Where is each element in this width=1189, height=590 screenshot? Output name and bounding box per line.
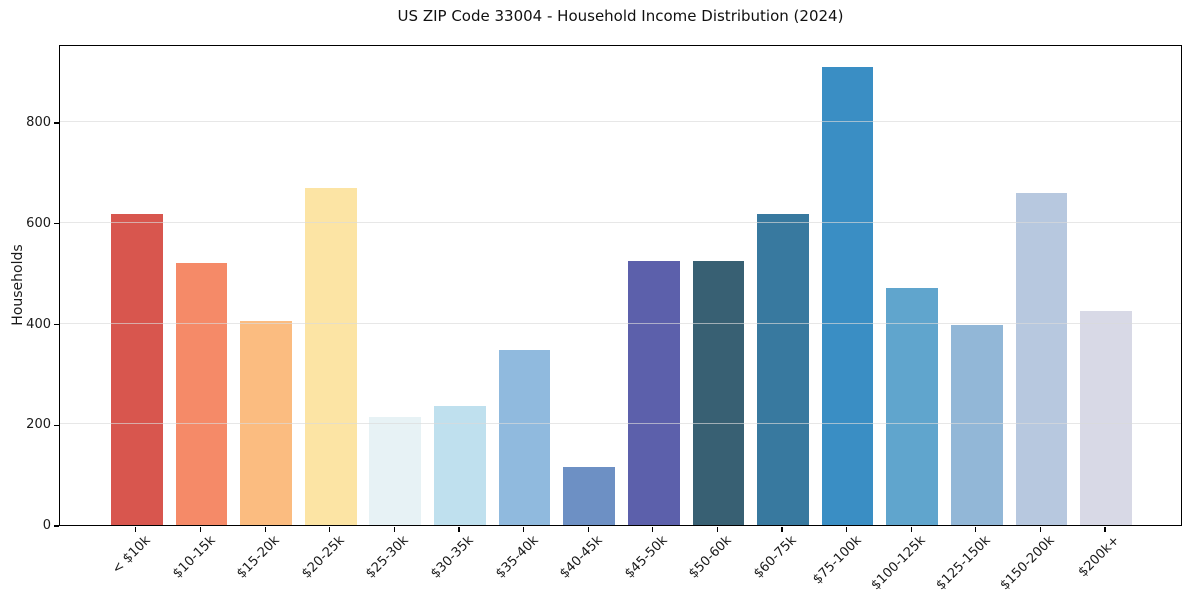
x-tick-mark-$20-25k xyxy=(329,527,331,532)
x-tick-mark-$125-150k xyxy=(975,527,977,532)
bar-< $10k xyxy=(111,213,163,525)
x-tick-mark-$10-15k xyxy=(199,527,202,532)
gridline-y-800 xyxy=(60,121,1181,123)
x-tick-mark-$35-40k xyxy=(522,527,525,532)
bar-$50-60k xyxy=(692,260,745,525)
plot-area xyxy=(59,45,1182,526)
y-tick-label-0: 0 xyxy=(42,518,51,533)
bar-$75-100k xyxy=(821,66,874,525)
y-tick-label-400: 400 xyxy=(26,316,51,332)
gridline-y-600 xyxy=(60,221,1181,223)
y-tick-mark-0 xyxy=(54,525,59,527)
x-tick-mark-$60-75k xyxy=(781,527,783,532)
gridline-y-200 xyxy=(60,423,1181,425)
bar-$40-45k xyxy=(563,466,615,525)
x-tick-mark-$100-125k xyxy=(910,527,912,532)
y-axis-label: Households xyxy=(10,244,26,326)
bar-$200k+ xyxy=(1080,310,1132,525)
x-tick-mark-$25-30k xyxy=(393,527,395,532)
bar-$125-150k xyxy=(950,324,1003,525)
y-tick-mark-600 xyxy=(54,223,59,225)
bar-$25-30k xyxy=(369,416,422,525)
y-tick-mark-800 xyxy=(54,122,59,124)
x-tick-mark-< $10k xyxy=(135,527,137,532)
x-tick-mark-$30-35k xyxy=(458,527,460,532)
bar-$60-75k xyxy=(757,213,809,525)
x-tick-mark-$75-100k xyxy=(846,527,848,532)
bar-$30-35k xyxy=(434,406,486,525)
bar-$45-50k xyxy=(627,260,680,525)
x-tick-mark-$40-45k xyxy=(587,527,589,532)
x-tick-mark-$45-50k xyxy=(652,527,654,532)
y-tick-label-200: 200 xyxy=(26,417,51,433)
x-tick-mark-$50-60k xyxy=(716,527,718,532)
bar-$150-200k xyxy=(1015,192,1068,525)
y-tick-label-800: 800 xyxy=(26,115,51,131)
bar-$20-25k xyxy=(304,187,357,525)
bar-$10-15k xyxy=(175,263,228,525)
y-tick-mark-400 xyxy=(54,323,59,326)
chart-title: US ZIP Code 33004 - Household Income Dis… xyxy=(397,7,844,25)
x-tick-mark-$150-200k xyxy=(1039,527,1042,532)
x-tick-mark-$15-20k xyxy=(264,527,266,532)
gridline-y-400 xyxy=(60,322,1181,324)
x-tick-mark-$200k+ xyxy=(1104,527,1106,532)
bar-$35-40k xyxy=(498,349,551,525)
y-tick-mark-200 xyxy=(54,424,59,426)
x-tick-label-< $10k: < $10k xyxy=(109,533,154,578)
y-tick-label-600: 600 xyxy=(26,215,51,231)
bar-$15-20k xyxy=(240,321,292,525)
bar-$100-125k xyxy=(886,288,939,525)
